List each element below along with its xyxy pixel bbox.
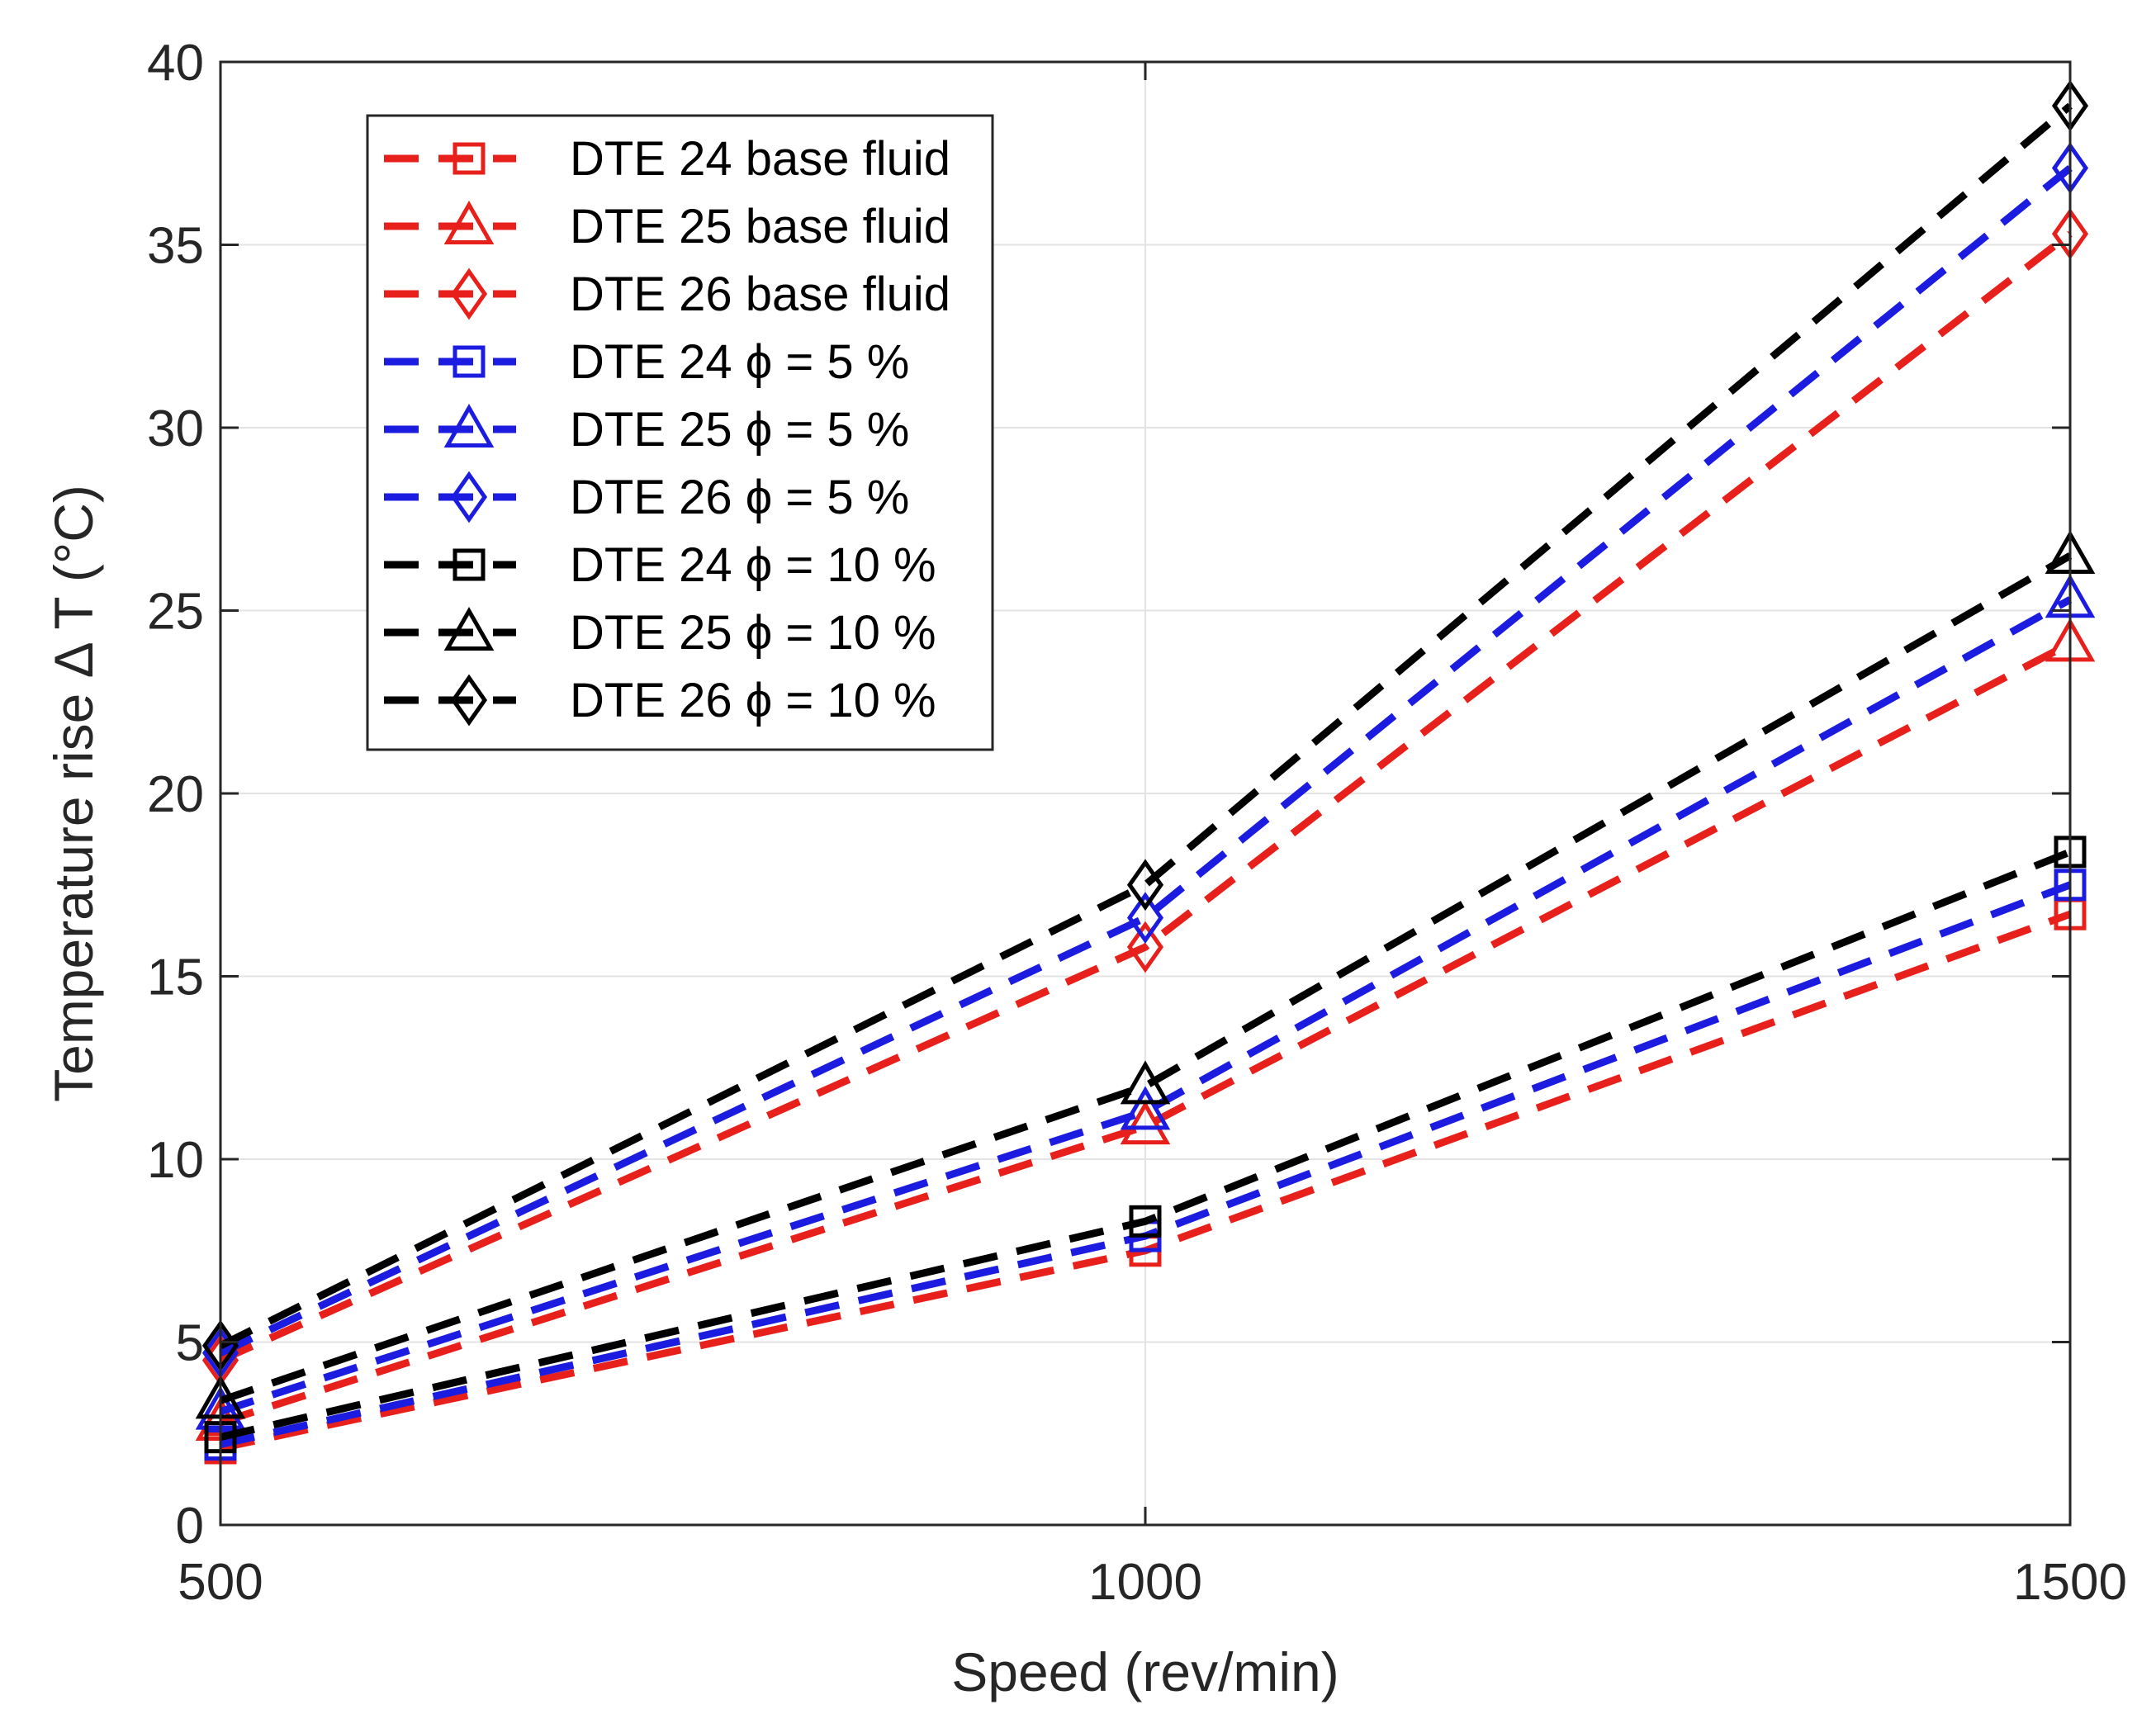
legend-marker <box>453 345 486 378</box>
legend-label: DTE 24 ϕ = 5 % <box>570 335 909 389</box>
legend-marker <box>450 471 488 523</box>
legend-label: DTE 25 base fluid <box>570 200 950 253</box>
data-point <box>1120 1086 1171 1130</box>
legend-marker <box>443 200 495 244</box>
legend-item: DTE 26 ϕ = 5 % <box>384 471 909 524</box>
legend-marker <box>450 674 488 727</box>
x-tick-label: 1500 <box>2013 1554 2127 1611</box>
data-point <box>1120 1101 1171 1145</box>
series-line <box>219 848 2072 1442</box>
y-tick-label: 25 <box>147 584 204 641</box>
legend-label: DTE 25 ϕ = 10 % <box>570 606 936 660</box>
y-tick-label: 20 <box>147 766 204 823</box>
legend-item: DTE 24 ϕ = 10 % <box>384 538 936 592</box>
series-line <box>218 102 2073 1349</box>
legend: DTE 24 base fluid DTE 25 base fluid DTE 26… <box>366 114 994 751</box>
legend-label: DTE 26 ϕ = 5 % <box>570 471 909 524</box>
x-tick-label: 1000 <box>1088 1554 1202 1611</box>
x-axis-label: Speed (rev/min) <box>951 1641 1339 1702</box>
legend-marker <box>453 142 486 175</box>
legend-label: DTE 24 base fluid <box>570 132 950 186</box>
data-point <box>1120 1060 1171 1105</box>
y-tick-label: 0 <box>176 1498 204 1555</box>
series-line <box>219 640 2073 1427</box>
legend-label: DTE 26 base fluid <box>570 268 950 321</box>
legend-item: DTE 26 ϕ = 10 % <box>384 674 936 727</box>
y-axis-label: Temperature rise Δ T (°C) <box>43 485 104 1102</box>
data-point <box>1129 1205 1162 1238</box>
y-tick-label: 15 <box>147 949 204 1006</box>
series-line <box>219 230 2073 1364</box>
legend-item: DTE 25 base fluid <box>384 200 950 253</box>
grid <box>220 62 2070 1525</box>
y-tick-label: 5 <box>176 1315 204 1372</box>
legend-item: DTE 24 base fluid <box>384 132 950 186</box>
legend-item: DTE 25 ϕ = 10 % <box>384 606 936 660</box>
legend-item: DTE 26 base fluid <box>384 268 950 321</box>
data-point <box>1126 892 1164 944</box>
legend-marker <box>443 403 495 447</box>
data-point <box>1126 921 1164 973</box>
legend-marker <box>453 548 486 581</box>
y-tick-label: 35 <box>147 218 204 275</box>
legend-label: DTE 25 ϕ = 5 % <box>570 403 909 457</box>
data-point <box>1126 859 1164 911</box>
axis-ticks: 0 5 10 15 20 25 30 35 40 500 1000 1500 <box>147 35 2127 1611</box>
legend-label: DTE 26 ϕ = 10 % <box>570 674 936 727</box>
y-tick-label: 40 <box>147 35 204 92</box>
x-tick-label: 500 <box>178 1554 263 1611</box>
y-tick-label: 10 <box>147 1132 204 1189</box>
legend-item: DTE 24 ϕ = 5 % <box>384 335 909 389</box>
legend-marker <box>443 606 495 651</box>
legend-label: DTE 24 ϕ = 10 % <box>570 538 936 592</box>
legend-item: DTE 25 ϕ = 5 % <box>384 403 909 457</box>
legend-marker <box>450 268 488 320</box>
series-line <box>219 164 2073 1357</box>
y-tick-label: 30 <box>147 400 204 457</box>
